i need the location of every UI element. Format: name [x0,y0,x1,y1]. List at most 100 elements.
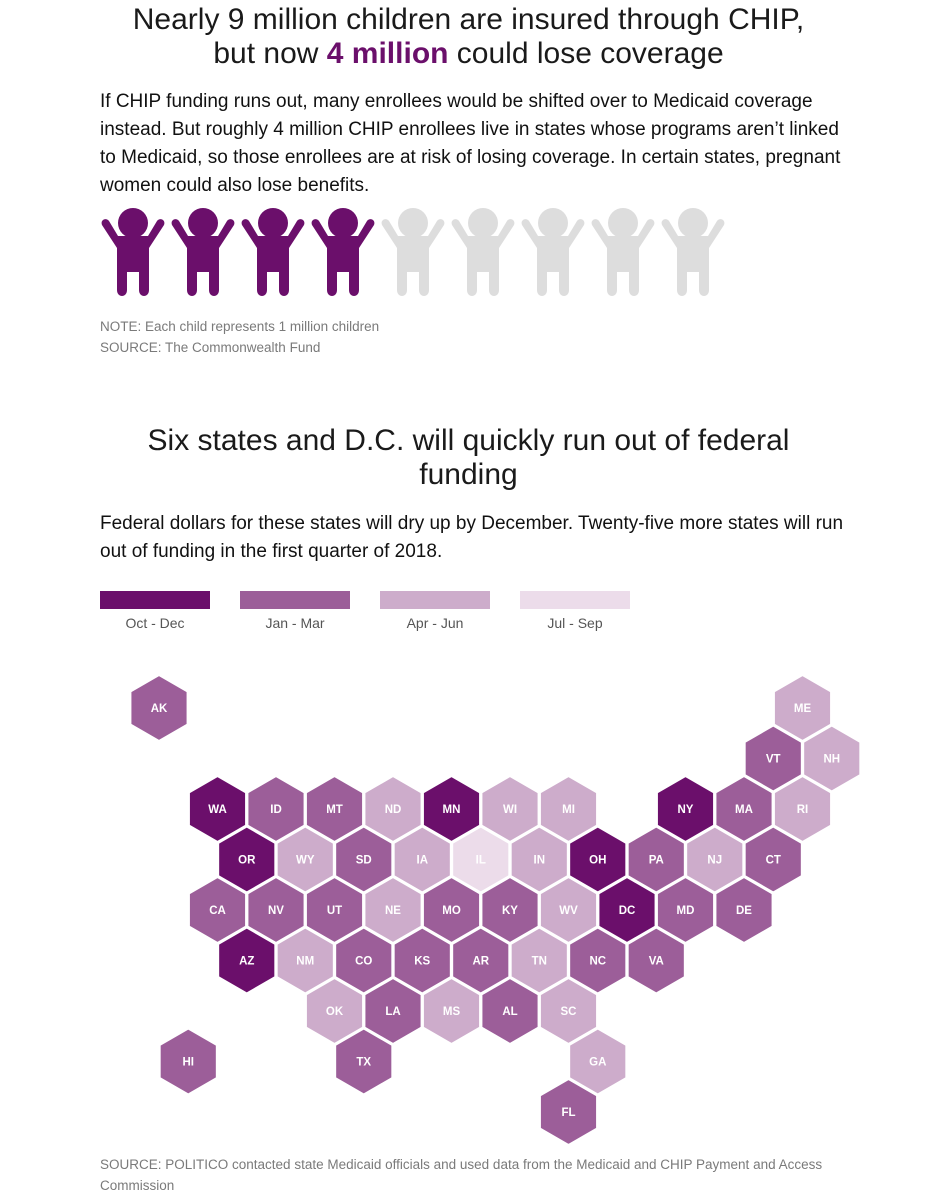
state-hex-shape [421,875,482,945]
state-hex-nd: ND [363,774,423,844]
section1-title-line2: but now 4 million could lose coverage [0,37,937,71]
legend-label: Apr - Jun [406,615,464,631]
state-hex-me: ME [772,673,833,743]
state-hex-label: RI [797,804,809,816]
state-hex-shape [714,875,774,945]
legend-label: Jul - Sep [547,615,603,631]
state-hex-wv: WV [538,875,599,945]
state-hex-shape [392,825,452,894]
state-hex-label: TX [356,1057,371,1069]
state-hex-shape [480,875,540,945]
state-hex-shape [568,1027,628,1096]
state-hex-shape [334,1027,394,1096]
legend-label: Jan - Mar [265,615,325,631]
child-icon [171,208,235,296]
state-hex-sd: SD [334,825,394,894]
state-hex-shape [392,926,452,995]
state-hex-ma: MA [714,774,774,844]
state-hex-shape [363,774,423,844]
state-hex-label: MO [442,905,461,917]
state-hex-label: KY [502,905,518,917]
state-hex-label: MA [735,804,753,816]
child-icon [241,208,305,296]
state-hex-tx: TX [334,1027,394,1096]
state-hex-shape [187,875,248,945]
state-hex-label: NH [823,754,840,766]
pictogram-source: SOURCE: The Commonwealth Fund [100,340,321,355]
state-hex-sc: SC [538,976,599,1046]
state-hex-in: IN [509,825,569,894]
legend-swatch [100,591,210,609]
state-hex-ak: AK [129,673,189,743]
child-icon [521,208,585,296]
state-hex-label: ME [794,703,812,715]
state-hex-hi: HI [158,1027,218,1096]
state-hex-shape [626,926,686,995]
legend-item: Jan - Mar [240,591,350,631]
child-icon [591,208,655,296]
state-hex-shape [451,926,511,995]
state-hex-tn: TN [509,926,569,995]
state-hex-label: SC [561,1006,577,1018]
section2-title-line2: funding [419,458,518,491]
state-hex-or: OR [217,825,277,894]
state-hex-shape [217,926,277,995]
state-hex-shape [363,875,423,945]
state-hex-label: VA [649,956,664,968]
state-hex-ok: OK [304,976,365,1046]
state-hex-label: MD [677,905,695,917]
state-hex-label: MI [562,804,575,816]
state-hex-label: SD [356,855,372,867]
state-hex-shape [568,926,628,995]
state-hex-shape [597,875,657,945]
state-hex-label: WA [208,804,227,816]
child-icon [451,208,515,296]
state-hex-ri: RI [772,774,833,844]
state-hex-label: CT [766,855,781,867]
state-hex-ia: IA [392,825,452,894]
state-hex-shape [743,724,803,793]
state-hex-shape [772,774,833,844]
state-hex-label: GA [589,1057,606,1069]
state-hex-label: KS [414,956,430,968]
state-hex-oh: OH [568,825,628,894]
state-hex-label: ID [270,804,282,816]
state-hex-label: NC [589,956,606,968]
state-hex-label: MN [443,804,461,816]
state-hex-il: IL [451,825,511,894]
state-hex-shape [480,774,540,844]
state-hex-label: NE [385,905,401,917]
state-hex-label: OR [238,855,256,867]
section1-title-pre: but now [213,37,327,70]
state-hex-label: PA [649,855,664,867]
legend-swatch [520,591,630,609]
state-hex-shape [246,774,306,844]
state-hex-label: LA [385,1006,400,1018]
state-hex-md: MD [655,875,716,945]
section2-intro: Federal dollars for these states will dr… [100,513,844,562]
state-hex-label: OH [589,855,606,867]
state-hex-va: VA [626,926,686,995]
state-hex-co: CO [334,926,394,995]
state-hex-label: NJ [707,855,722,867]
state-hex-shape [743,825,803,894]
state-hex-shape [451,825,511,894]
state-hex-shape [187,774,248,844]
state-hex-ar: AR [451,926,511,995]
state-hex-shape [509,926,569,995]
state-hex-ms: MS [421,976,482,1046]
state-hex-wa: WA [187,774,248,844]
state-hex-ne: NE [363,875,423,945]
state-hex-map: AK ME VT NH WA ID MT ND MN WI MI NY MA RI OR WY SD IA IL IN… [129,673,862,1147]
state-hex-shape [802,724,862,793]
state-hex-label: ND [385,804,402,816]
state-hex-shape [772,673,833,743]
legend-item: Apr - Jun [380,591,490,631]
state-hex-mo: MO [421,875,482,945]
state-hex-label: VT [766,754,781,766]
state-hex-shape [363,976,423,1046]
section1-title-post: could lose coverage [448,37,724,70]
state-hex-shape [509,825,569,894]
state-hex-nc: NC [568,926,628,995]
state-hex-shape [538,774,599,844]
